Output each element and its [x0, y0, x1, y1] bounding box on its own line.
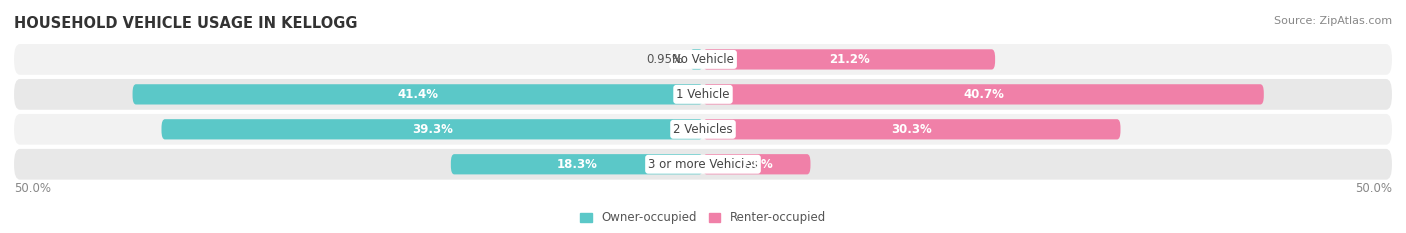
Text: 39.3%: 39.3% [412, 123, 453, 136]
Text: 3 or more Vehicles: 3 or more Vehicles [648, 158, 758, 171]
FancyBboxPatch shape [703, 49, 995, 69]
Text: 7.8%: 7.8% [741, 158, 773, 171]
Text: 40.7%: 40.7% [963, 88, 1004, 101]
Text: 30.3%: 30.3% [891, 123, 932, 136]
FancyBboxPatch shape [14, 149, 1392, 180]
FancyBboxPatch shape [162, 119, 703, 139]
FancyBboxPatch shape [690, 49, 703, 69]
FancyBboxPatch shape [14, 114, 1392, 145]
FancyBboxPatch shape [703, 154, 810, 174]
Text: 2 Vehicles: 2 Vehicles [673, 123, 733, 136]
Text: Source: ZipAtlas.com: Source: ZipAtlas.com [1274, 16, 1392, 26]
Legend: Owner-occupied, Renter-occupied: Owner-occupied, Renter-occupied [575, 206, 831, 229]
Text: 1 Vehicle: 1 Vehicle [676, 88, 730, 101]
FancyBboxPatch shape [14, 79, 1392, 110]
Text: 50.0%: 50.0% [14, 182, 51, 195]
Text: 41.4%: 41.4% [398, 88, 439, 101]
Text: 50.0%: 50.0% [1355, 182, 1392, 195]
Text: 18.3%: 18.3% [557, 158, 598, 171]
FancyBboxPatch shape [132, 84, 703, 105]
FancyBboxPatch shape [14, 44, 1392, 75]
FancyBboxPatch shape [703, 119, 1121, 139]
FancyBboxPatch shape [451, 154, 703, 174]
Text: No Vehicle: No Vehicle [672, 53, 734, 66]
FancyBboxPatch shape [703, 84, 1264, 105]
Text: 21.2%: 21.2% [828, 53, 869, 66]
Text: 0.95%: 0.95% [645, 53, 683, 66]
Text: HOUSEHOLD VEHICLE USAGE IN KELLOGG: HOUSEHOLD VEHICLE USAGE IN KELLOGG [14, 16, 357, 31]
